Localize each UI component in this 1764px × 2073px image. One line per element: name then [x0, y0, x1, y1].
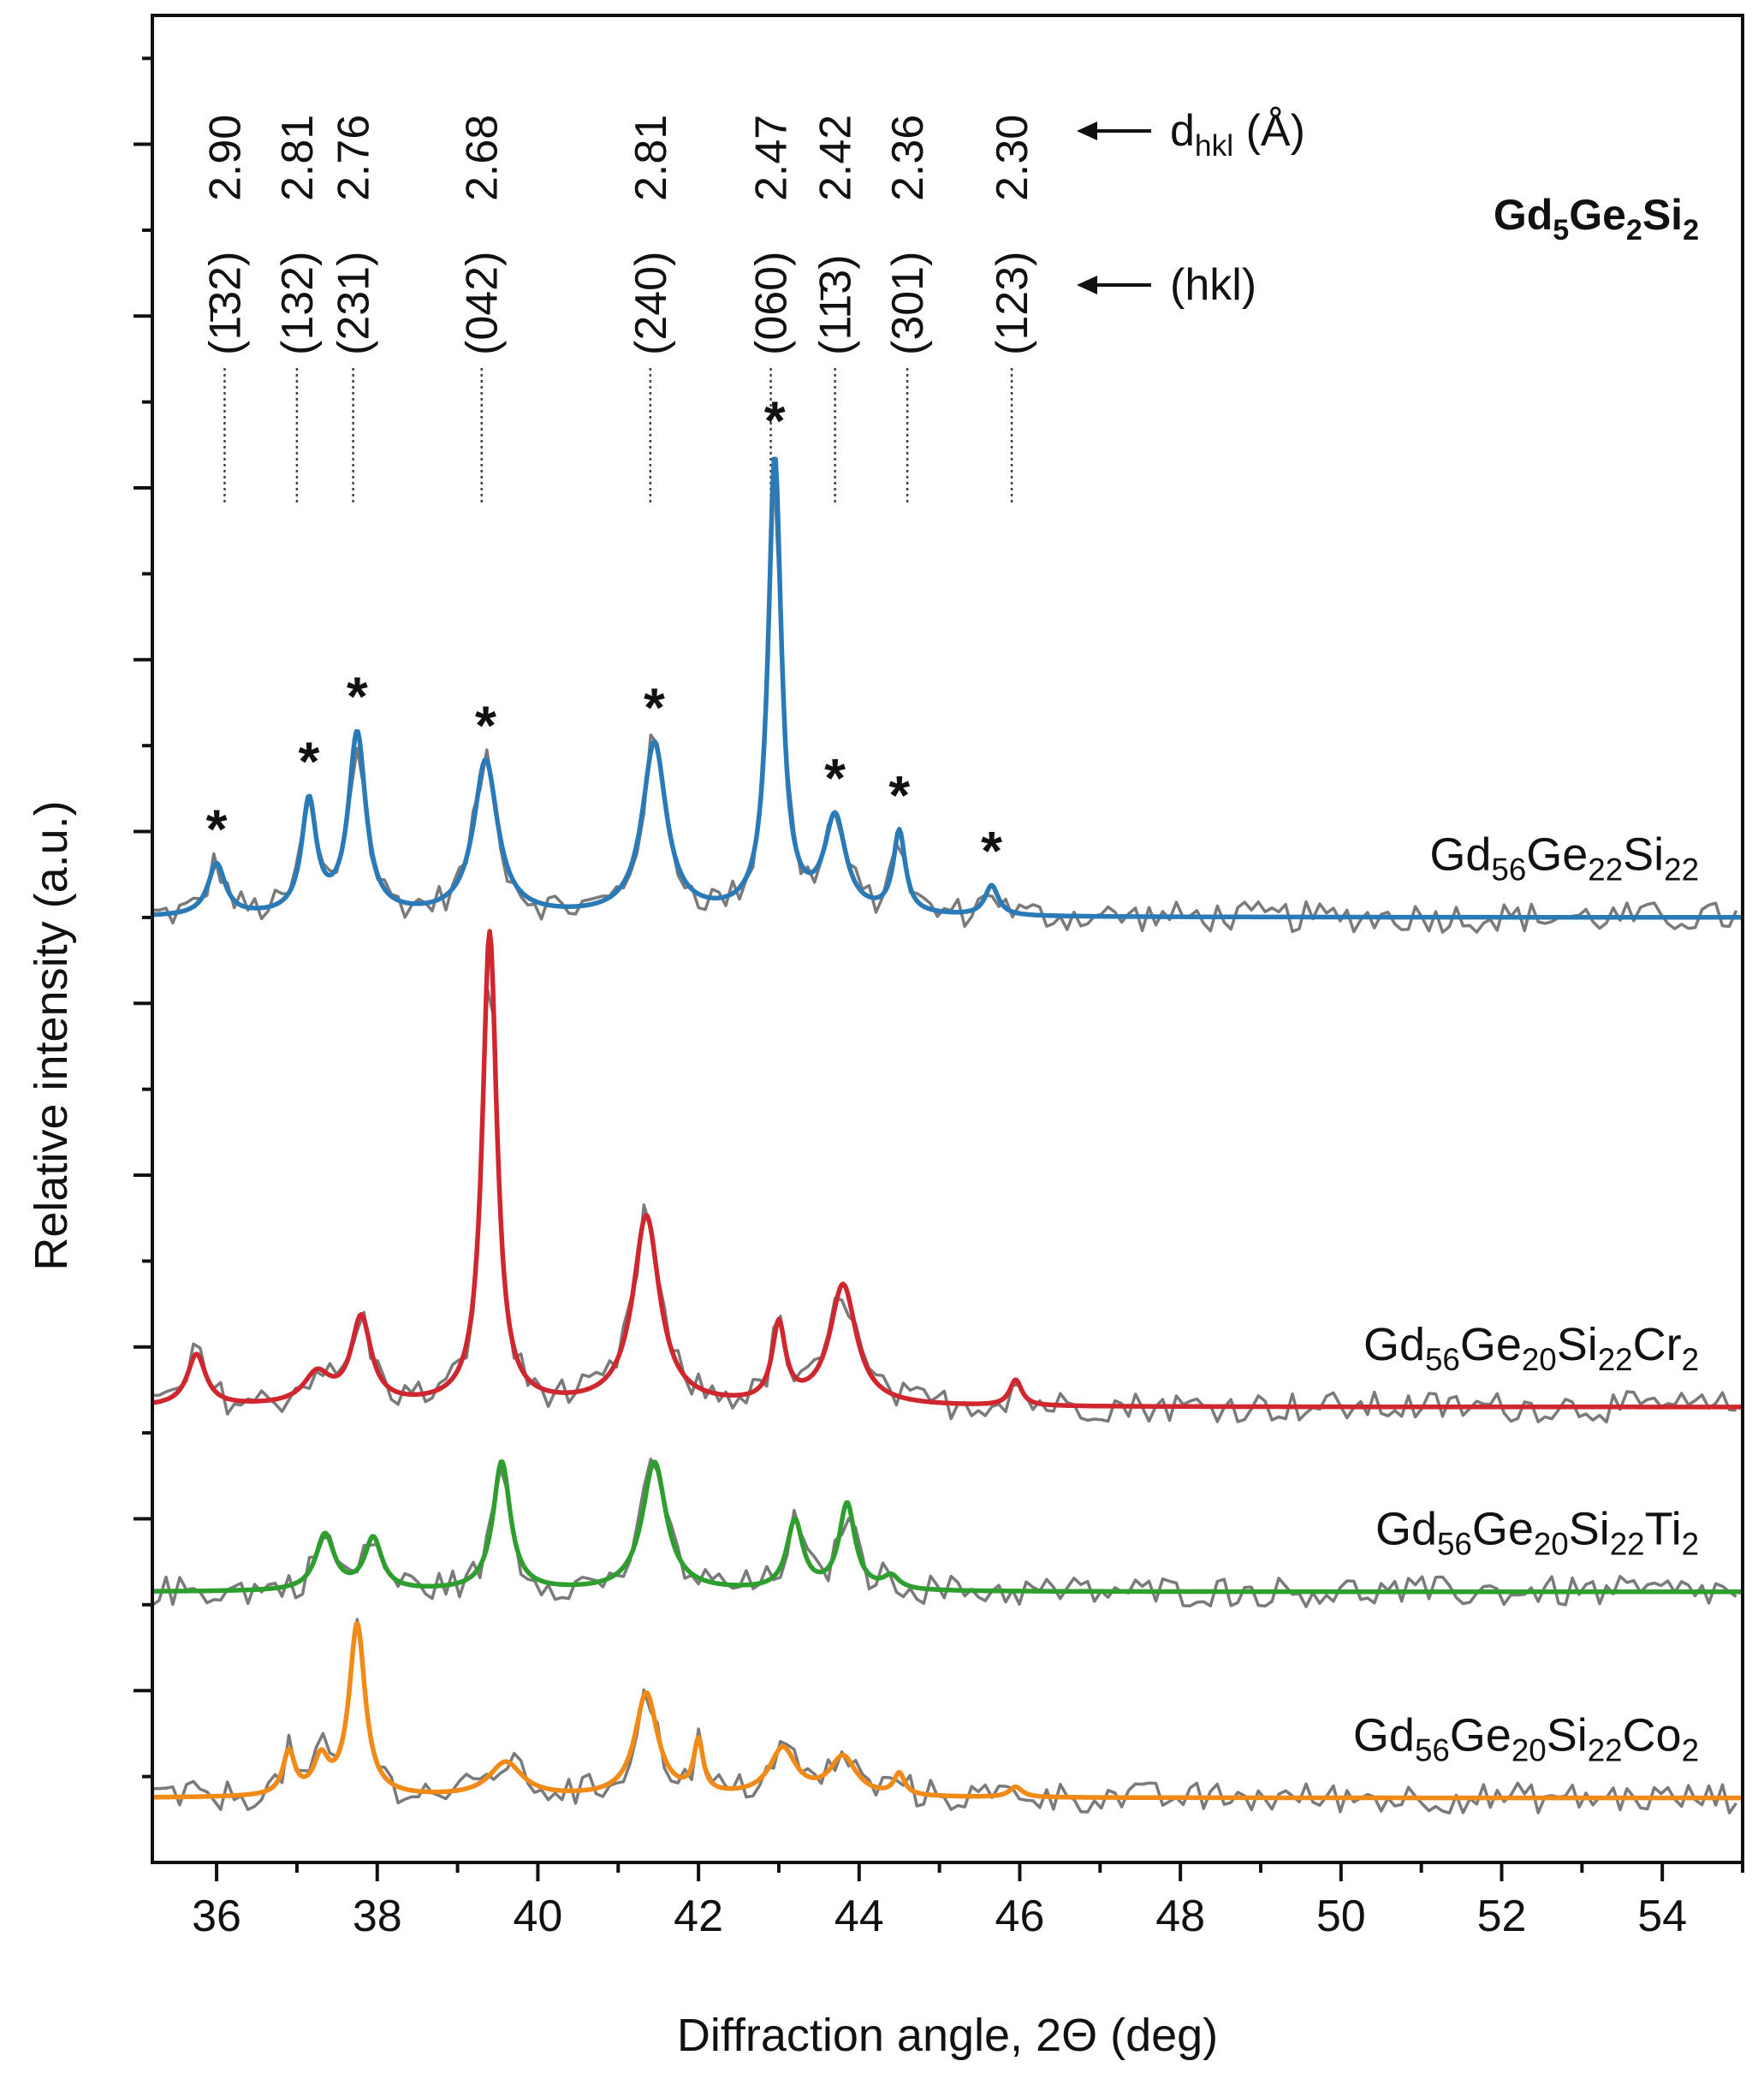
hkl-value: (240) [627, 252, 676, 355]
peak-star: * [206, 798, 228, 859]
sample-label: Gd56Ge20Si22Ti2 [1375, 1504, 1699, 1562]
peak-star: * [888, 764, 910, 826]
x-axis-label: Diffraction angle, 2Θ (deg) [677, 2010, 1218, 2061]
hkl-value: (042) [458, 252, 508, 355]
peak-star: * [644, 676, 665, 738]
hkl-value: (132) [273, 252, 323, 355]
sample-label: Gd56Ge22Si22 [1429, 829, 1699, 888]
x-tick-label: 54 [1637, 1892, 1687, 1941]
d-spacing-value: 2.42 [811, 115, 861, 201]
x-tick-label: 36 [192, 1892, 241, 1941]
raw-pattern-line [152, 456, 1738, 934]
hkl-value: (301) [883, 252, 933, 355]
fit-pattern-line [151, 1621, 1743, 1801]
peak-star: * [475, 694, 496, 756]
hkl-arrow-head [1077, 276, 1097, 294]
x-tick-label: 40 [514, 1892, 563, 1941]
d-spacing-value: 2.76 [330, 115, 379, 201]
d-spacing-value: 2.81 [273, 115, 323, 201]
peak-star-markers: * * * * * * * * * [206, 389, 1003, 882]
d-spacing-value: 2.47 [747, 115, 797, 201]
d-spacing-value: 2.90 [200, 115, 250, 201]
reference-peak-annotations: (1̄32) 2.90 (132) 2.81 (231) 2.76 (042) 2.68 (24… [200, 115, 1037, 503]
hkl-value: (123) [988, 252, 1037, 355]
x-tick-label: 42 [674, 1892, 723, 1941]
fit-pattern-line [151, 456, 1743, 920]
hkl-value: (060) [747, 252, 797, 355]
y-axis-label: Relative intensity (a.u.) [26, 800, 77, 1270]
dhkl-label: dhkl (Å) [1170, 106, 1305, 163]
raw-patterns [151, 456, 1738, 1815]
x-tick-label: 48 [1155, 1892, 1205, 1941]
hkl-value: (231) [330, 252, 379, 355]
hkl-label: (hkl) [1170, 260, 1256, 310]
raw-pattern-line [151, 1458, 1737, 1608]
hkl-value: (11̄3) [811, 254, 861, 355]
peak-star: * [347, 666, 368, 728]
d-spacing-value: 2.30 [988, 115, 1037, 201]
dhkl-indicator: dhkl (Å) [1077, 106, 1305, 163]
peak-star: * [824, 747, 846, 809]
x-tick-label: 50 [1316, 1892, 1366, 1941]
hkl-value: (1̄32) [200, 252, 250, 355]
hkl-indicator: (hkl) [1077, 260, 1256, 310]
plot-frame [151, 14, 1744, 1864]
fit-pattern-line [151, 1459, 1743, 1595]
fitted-patterns [151, 456, 1743, 1801]
d-spacing-value: 2.81 [627, 115, 676, 201]
x-tick-label: 38 [353, 1892, 402, 1941]
sample-label: Gd56Ge20Si22Co2 [1353, 1710, 1699, 1768]
axes: 36 38 40 42 44 46 48 50 52 54 [134, 14, 1744, 1941]
x-tick-label: 52 [1477, 1892, 1527, 1941]
x-tick-label: 44 [834, 1892, 884, 1941]
peak-star: * [764, 389, 786, 451]
fit-pattern-line [151, 929, 1743, 1410]
sample-labels: Gd56Ge22Si22 Gd56Ge20Si22Cr2 Gd56Ge20Si22T… [1353, 829, 1699, 1768]
d-spacing-value: 2.68 [458, 115, 508, 201]
dhkl-arrow-head [1077, 122, 1097, 140]
chart-title: Gd5Ge2Si2 [1494, 191, 1699, 247]
peak-star: * [981, 820, 1002, 882]
peak-star: * [299, 730, 320, 792]
d-spacing-value: 2.36 [883, 115, 933, 201]
x-tick-label: 46 [995, 1892, 1045, 1941]
sample-label: Gd56Ge20Si22Cr2 [1363, 1319, 1699, 1377]
